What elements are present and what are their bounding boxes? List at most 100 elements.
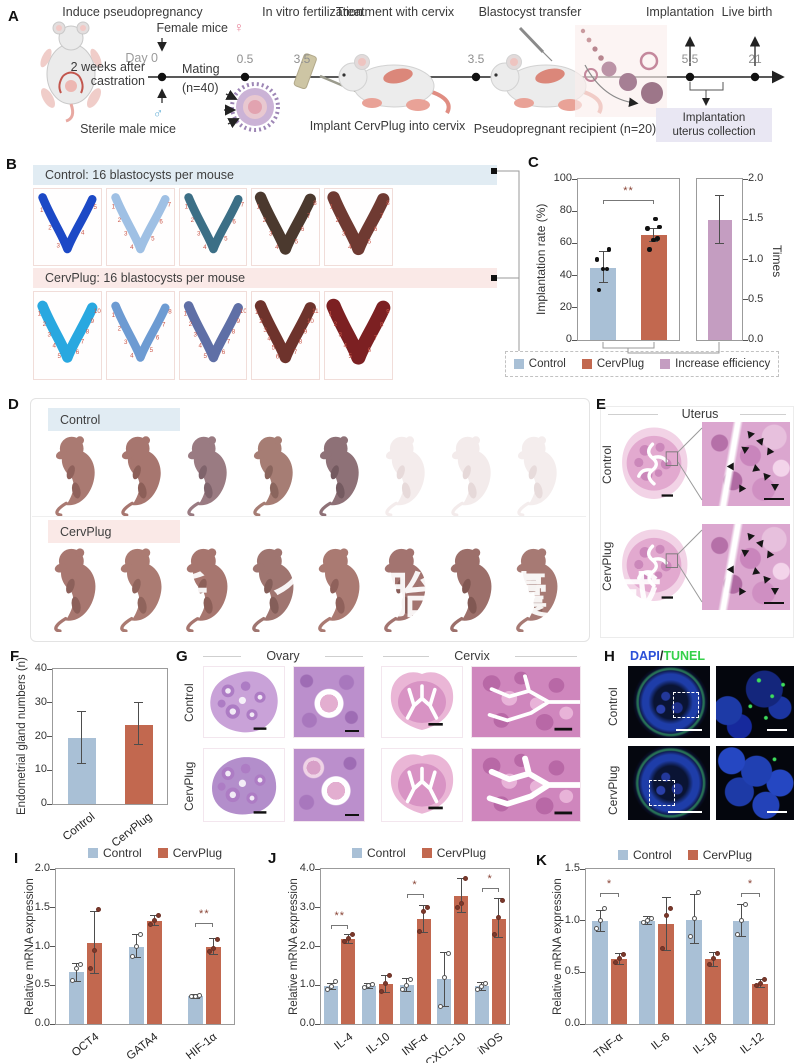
data-dot bbox=[496, 914, 502, 920]
data-dot bbox=[612, 959, 618, 965]
cervix-section bbox=[390, 672, 454, 730]
data-dot bbox=[706, 961, 712, 967]
step-title-implantation: Implantation bbox=[645, 5, 715, 19]
y-tick-label: 30 bbox=[34, 695, 47, 708]
svg-text:1: 1 bbox=[111, 204, 115, 211]
error-cap bbox=[149, 925, 159, 927]
data-dot bbox=[710, 956, 716, 962]
y-tick bbox=[47, 769, 52, 771]
histology-image-cx-zm bbox=[471, 748, 583, 822]
legend-item-increase: Increase efficiency bbox=[660, 358, 770, 370]
y-tick-label: 60 bbox=[559, 236, 572, 249]
bar-cervplug bbox=[341, 938, 356, 1024]
fluorescence-zoom-control bbox=[716, 666, 794, 738]
error-cap bbox=[708, 965, 718, 967]
significance-line bbox=[600, 892, 619, 894]
error-cap bbox=[715, 242, 724, 244]
error-cap bbox=[343, 933, 353, 935]
bar-cervplug bbox=[454, 896, 469, 1024]
data-dot bbox=[404, 982, 409, 988]
pup-image bbox=[444, 434, 506, 517]
data-dot bbox=[657, 224, 662, 230]
y-tick bbox=[572, 242, 577, 244]
arrowhead-marker bbox=[735, 484, 747, 495]
uterus-illustration: 1 2 3 4 5 bbox=[38, 193, 97, 254]
significance-tick bbox=[497, 888, 499, 893]
svg-text:10: 10 bbox=[307, 318, 314, 325]
fluorescence-overview-cervplug bbox=[628, 746, 710, 820]
significance-tick bbox=[481, 888, 483, 893]
svg-text:4: 4 bbox=[203, 244, 207, 251]
data-dot bbox=[601, 905, 607, 911]
y-tick-label: 2.0 bbox=[748, 172, 764, 184]
uterus-image: 1 2 3 4 5 bbox=[33, 188, 102, 266]
syringe-illustration bbox=[518, 26, 553, 62]
scale-bar bbox=[767, 811, 787, 813]
uterus-section-control bbox=[616, 422, 692, 506]
pup-illustration bbox=[451, 436, 491, 517]
svg-text:5: 5 bbox=[203, 353, 207, 360]
panel-label-c: C bbox=[528, 154, 539, 171]
error-cap bbox=[595, 930, 605, 932]
svg-text:6: 6 bbox=[156, 334, 160, 341]
error-bar bbox=[138, 702, 139, 745]
svg-text:4: 4 bbox=[130, 244, 134, 251]
error-cap bbox=[326, 983, 336, 985]
arrowhead-marker bbox=[760, 576, 771, 586]
svg-text:5: 5 bbox=[295, 239, 299, 246]
legend-label-cervplug: CervPlug bbox=[596, 358, 645, 370]
x-category-label: TNF-α bbox=[591, 1031, 625, 1061]
data-dot bbox=[425, 905, 430, 911]
legend-label-control: Control bbox=[633, 848, 672, 862]
panel-label-i: I bbox=[14, 850, 19, 867]
collection-line2: uterus collection bbox=[672, 126, 756, 138]
treatment-mouse-illustration bbox=[337, 52, 451, 115]
histology-image-cx-ov bbox=[381, 748, 463, 822]
panel-label-j: J bbox=[268, 850, 277, 867]
uterus-cross-section bbox=[622, 529, 688, 601]
chart-k-legend: Control CervPlug bbox=[618, 848, 752, 862]
female-symbol: ♀ bbox=[233, 19, 245, 35]
data-dot bbox=[596, 287, 602, 293]
data-dot bbox=[147, 922, 153, 928]
day0-label: Day 0 bbox=[125, 51, 158, 65]
significance-line bbox=[195, 923, 214, 925]
bar-cervplug bbox=[205, 946, 221, 1024]
title-rule-right bbox=[740, 414, 786, 415]
y-tick-label: 100 bbox=[553, 172, 572, 184]
error-cap bbox=[381, 991, 391, 993]
pup-illustration bbox=[187, 436, 227, 517]
data-dot bbox=[400, 987, 405, 993]
title-separator: / bbox=[659, 649, 664, 663]
error-cap bbox=[439, 951, 449, 953]
increase-efficiency-chart: 0.0 0.5 1.0 1.5 2.0 bbox=[696, 172, 763, 345]
bar-cervplug bbox=[491, 918, 506, 1024]
y-tick-label: 0.0 bbox=[748, 333, 764, 345]
uterus-section-cervplug bbox=[616, 524, 692, 608]
data-dot bbox=[492, 932, 498, 938]
y-tick bbox=[50, 1023, 55, 1025]
legend-swatch-control bbox=[352, 848, 362, 858]
error-cap bbox=[77, 763, 86, 764]
y-tick bbox=[572, 275, 577, 277]
error-cap bbox=[755, 979, 765, 981]
data-dot bbox=[651, 237, 656, 243]
svg-text:3: 3 bbox=[339, 332, 343, 339]
y-tick-label: 1.5 bbox=[748, 212, 764, 225]
pup-illustration bbox=[120, 548, 162, 633]
scale-bar bbox=[764, 497, 784, 500]
y-tick-label: 0.0 bbox=[564, 1017, 580, 1029]
chart-c-legend: Control CervPlug Increase efficiency bbox=[505, 351, 779, 377]
tunel-label: TUNEL bbox=[663, 649, 706, 663]
pup-illustration bbox=[253, 436, 293, 517]
error-cap bbox=[456, 878, 466, 880]
svg-text:8: 8 bbox=[386, 200, 390, 207]
svg-text:2: 2 bbox=[48, 225, 52, 232]
svg-text:1: 1 bbox=[38, 310, 42, 317]
female-mice-label: Female mice bbox=[156, 21, 228, 35]
svg-text:3: 3 bbox=[48, 332, 52, 339]
